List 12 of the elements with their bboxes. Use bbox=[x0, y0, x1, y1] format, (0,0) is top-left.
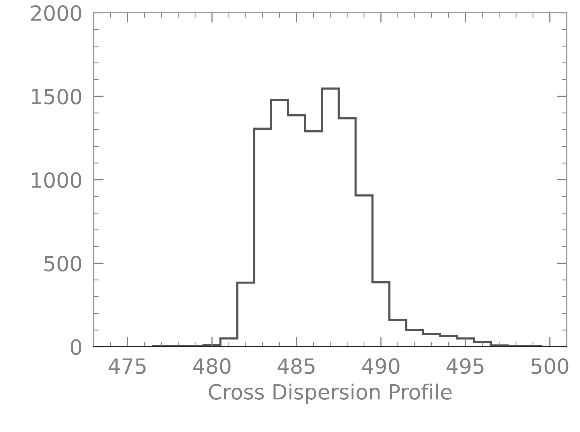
y-tick-label: 1000 bbox=[32, 172, 82, 188]
x-tick-label: 485 bbox=[278, 358, 315, 374]
y-tick-label: 1500 bbox=[32, 88, 82, 105]
x-tick-label: 490 bbox=[362, 358, 400, 374]
y-tick-label: 2000 bbox=[31, 5, 82, 22]
y-tick-label: 500 bbox=[44, 256, 82, 272]
x-tick-label: 480 bbox=[193, 358, 231, 374]
x-tick-label: 495 bbox=[446, 358, 484, 374]
x-tick-label: 475 bbox=[108, 358, 146, 374]
x-axis-title: Cross Dispersion Profile bbox=[209, 384, 452, 404]
x-tick-label: 500 bbox=[532, 358, 569, 374]
y-tick-label: 0 bbox=[71, 339, 82, 356]
